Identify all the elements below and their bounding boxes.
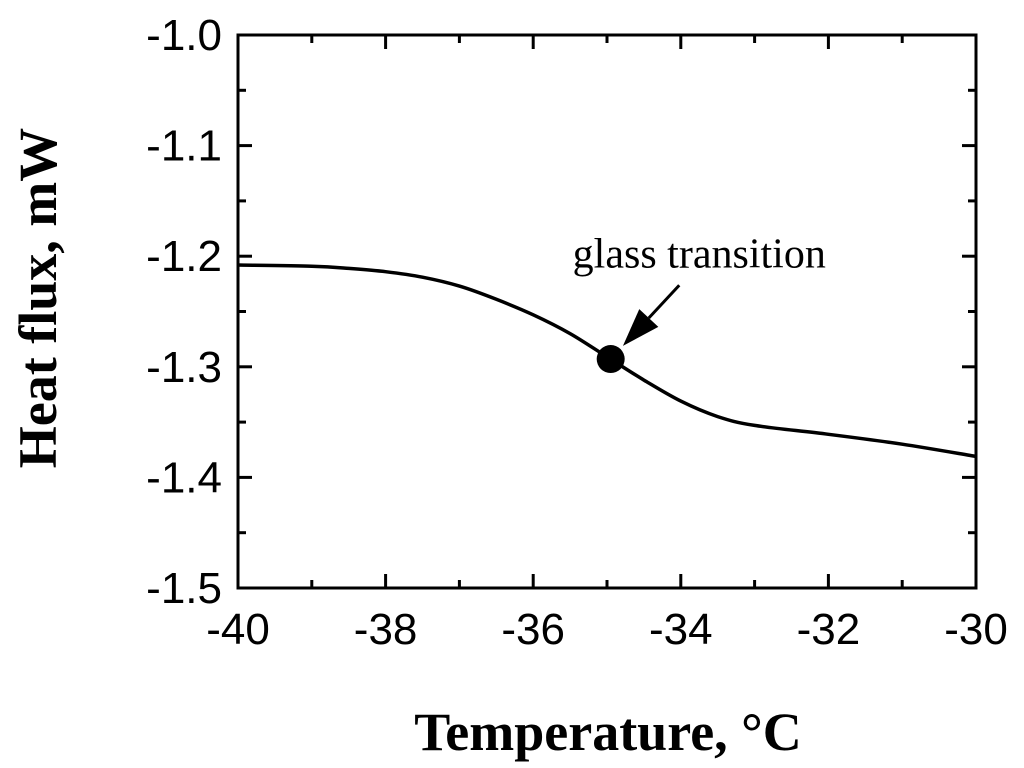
plot-frame [236,33,978,590]
ticks [236,33,978,590]
y-tick-label: -1.0 [146,11,222,60]
y-tick-label: -1.1 [146,122,222,171]
x-axis-title: Temperature, °C [414,702,802,762]
y-tick-label: -1.3 [146,343,222,392]
y-axis-title: Heat flux, mW [8,128,68,468]
x-tick-label: -38 [354,605,418,654]
x-tick-label: -30 [944,605,1008,654]
glass-transition-marker [596,345,625,374]
annotation-arrow-head [622,309,659,346]
x-tick-label: -34 [649,605,713,654]
x-tick-label: -32 [797,605,861,654]
annotation-arrow [647,284,681,320]
annotation-label: glass transition [573,231,826,277]
heat-flux-curve [237,263,977,459]
x-tick-label: -36 [501,605,565,654]
y-tick-label: -1.5 [146,564,222,613]
tick-labels: -40 -38 -36 -34 -32 -30 -1.0 -1.1 -1.2 -1.3 -1.4 -1… [146,11,1008,654]
y-tick-label: -1.4 [146,453,222,502]
x-tick-label: -40 [206,605,270,654]
y-tick-label: -1.2 [146,232,222,281]
